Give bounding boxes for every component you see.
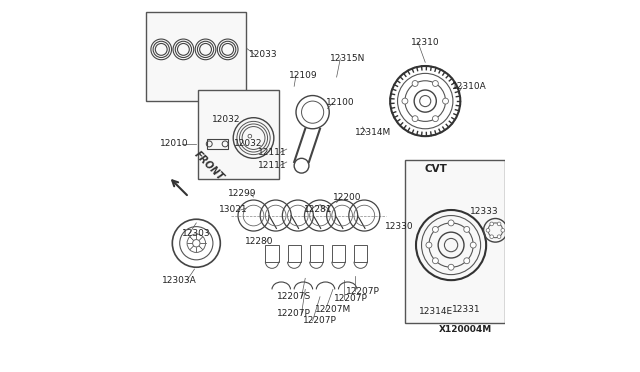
Bar xyxy=(198,90,280,179)
Circle shape xyxy=(448,264,454,270)
Text: 12207M: 12207M xyxy=(315,305,351,314)
Text: FRONT: FRONT xyxy=(193,149,226,182)
Bar xyxy=(207,139,228,149)
Text: 12331: 12331 xyxy=(452,305,480,314)
Text: 12207P: 12207P xyxy=(346,287,380,296)
Text: 12333: 12333 xyxy=(470,207,499,217)
Text: X120004M: X120004M xyxy=(439,326,492,334)
Circle shape xyxy=(433,116,438,122)
Text: 12109: 12109 xyxy=(289,71,317,80)
Text: 12207P: 12207P xyxy=(277,309,311,318)
Circle shape xyxy=(490,235,493,238)
Circle shape xyxy=(486,228,490,232)
Circle shape xyxy=(433,258,438,264)
Bar xyxy=(405,160,504,323)
Text: 12281: 12281 xyxy=(304,205,332,215)
Text: 12299: 12299 xyxy=(228,189,257,198)
Circle shape xyxy=(193,240,200,247)
Bar xyxy=(354,245,367,262)
Text: 12207S: 12207S xyxy=(277,292,311,301)
Circle shape xyxy=(501,228,504,232)
Bar xyxy=(147,13,246,101)
Text: 12330: 12330 xyxy=(385,222,413,231)
Circle shape xyxy=(412,116,418,122)
Bar xyxy=(332,245,345,262)
Circle shape xyxy=(490,222,493,226)
Circle shape xyxy=(433,81,438,86)
Text: 12100: 12100 xyxy=(326,99,355,108)
Text: 12280: 12280 xyxy=(245,237,273,246)
Text: 12111: 12111 xyxy=(258,161,286,170)
Circle shape xyxy=(426,242,432,248)
Circle shape xyxy=(470,242,476,248)
Text: 12033: 12033 xyxy=(248,51,277,60)
Bar xyxy=(266,245,278,262)
Text: 12314M: 12314M xyxy=(355,128,392,137)
Text: 12200: 12200 xyxy=(333,193,362,202)
Text: 12315N: 12315N xyxy=(330,54,365,63)
Text: 12303: 12303 xyxy=(182,230,211,238)
Circle shape xyxy=(464,227,470,232)
Circle shape xyxy=(443,98,449,104)
Text: 12032: 12032 xyxy=(212,115,240,124)
Bar xyxy=(287,245,301,262)
Text: 12303A: 12303A xyxy=(163,276,197,285)
Text: 12207P: 12207P xyxy=(303,316,337,325)
Text: CVT: CVT xyxy=(425,164,448,174)
Circle shape xyxy=(433,227,438,232)
Circle shape xyxy=(402,98,408,104)
Text: 12111: 12111 xyxy=(258,148,286,157)
Text: 12310: 12310 xyxy=(411,38,440,46)
Circle shape xyxy=(412,81,418,86)
Bar xyxy=(310,245,323,262)
Circle shape xyxy=(448,220,454,226)
Circle shape xyxy=(464,258,470,264)
Circle shape xyxy=(497,235,501,238)
Circle shape xyxy=(497,222,501,226)
Text: 12207P: 12207P xyxy=(335,294,369,303)
Circle shape xyxy=(248,134,252,138)
Text: 12314E: 12314E xyxy=(419,307,453,316)
Text: 12010: 12010 xyxy=(160,139,188,148)
Text: 13021: 13021 xyxy=(219,205,248,215)
Text: 12032: 12032 xyxy=(234,139,262,148)
Text: 12310A: 12310A xyxy=(452,82,487,91)
